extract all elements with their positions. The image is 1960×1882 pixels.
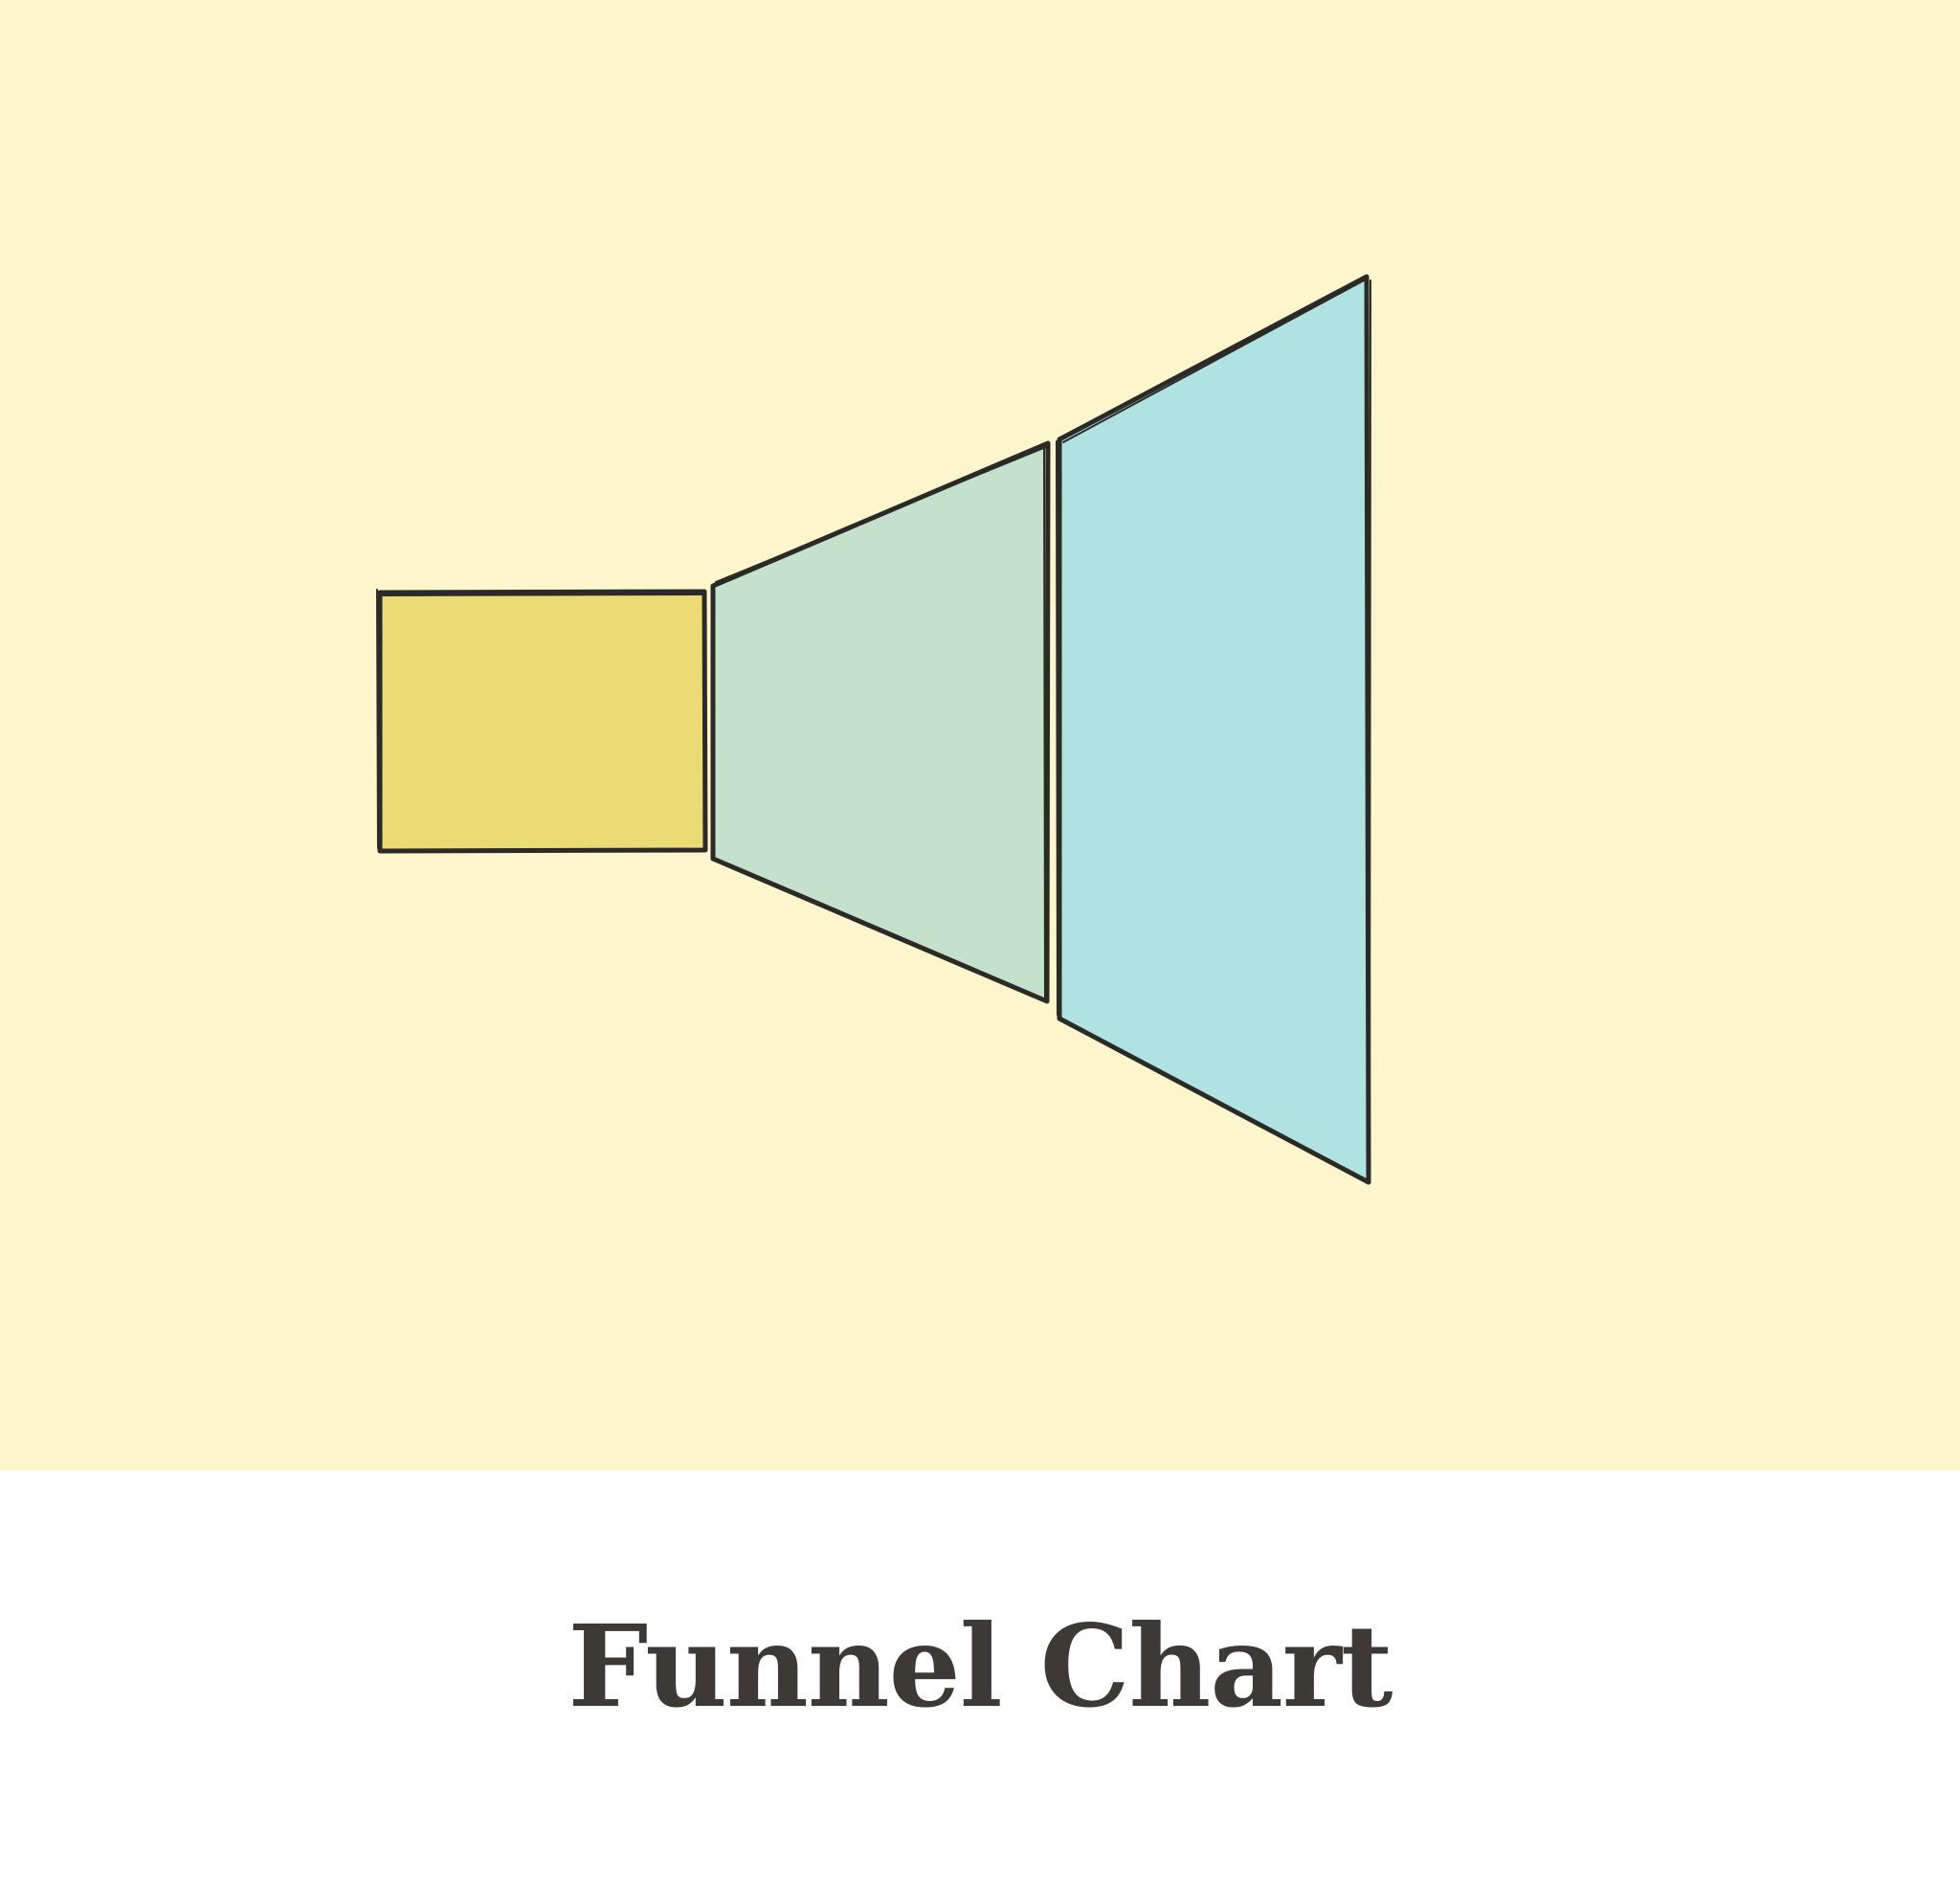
funnel-stage-1 <box>377 589 708 854</box>
caption-title: Funnel Chart <box>568 1600 1393 1733</box>
funnel-chart-icon <box>0 0 1960 1470</box>
funnel-stage-2-sketch-line <box>715 445 1047 999</box>
funnel-chart-illustration <box>0 0 1960 1470</box>
caption-bar: Funnel Chart <box>0 1470 1960 1882</box>
funnel-stage-1-sketch-line <box>376 589 702 849</box>
funnel-stage-3-sketch-line <box>1056 280 1371 1180</box>
funnel-stage-2 <box>710 440 1051 1004</box>
funnel-stage-3 <box>1057 274 1371 1185</box>
